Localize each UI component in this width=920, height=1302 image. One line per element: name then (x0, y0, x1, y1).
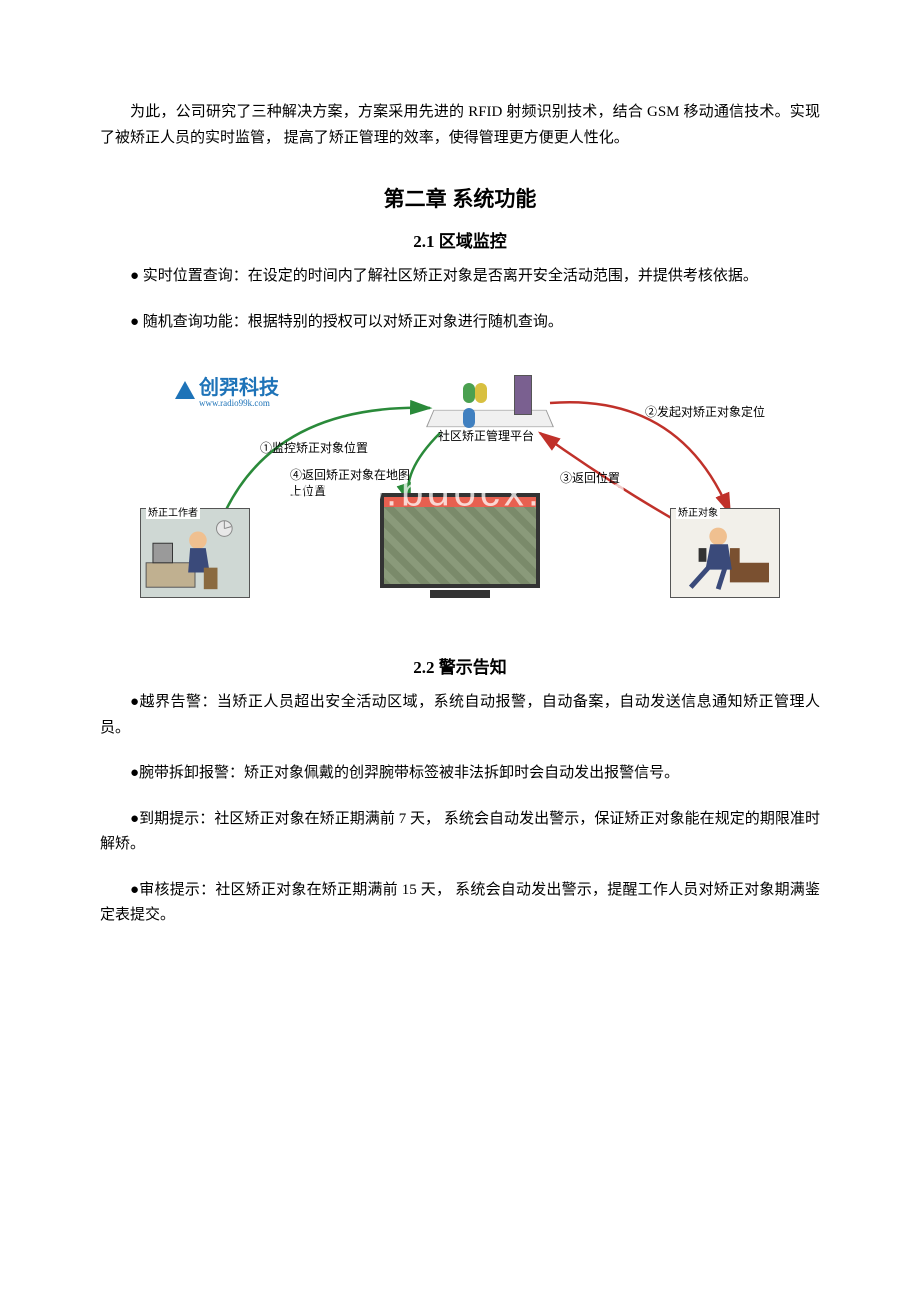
chapter-title: 第二章 系统功能 (100, 183, 820, 213)
monitor-map (370, 493, 550, 603)
worker-figure-icon (141, 509, 249, 597)
section-2-1-title: 2.1 区域监控 (100, 227, 820, 252)
scene-worker: 矫正工作者 (140, 508, 250, 598)
logo-text: 创羿科技 (199, 371, 279, 400)
server-tower-icon (514, 375, 532, 415)
bullet-2-1-0: ● 实时位置查询：在设定的时间内了解社区矫正对象是否离开安全活动范围，并提供考核… (100, 264, 820, 290)
logo-icon (175, 381, 195, 399)
scene-subject-label: 矫正对象 (676, 504, 720, 519)
server-platform (430, 373, 550, 433)
label-step3: ③返回位置 (560, 471, 620, 487)
subject-figure-icon (671, 509, 779, 597)
scene-subject: 矫正对象 (670, 508, 780, 598)
label-step2: ②发起对矫正对象定位 (645, 405, 765, 421)
intro-paragraph: 为此，公司研究了三种解决方案，方案采用先进的 RFID 射频识别技术，结合 GS… (100, 100, 820, 151)
bullet-2-1-1: ● 随机查询功能：根据特别的授权可以对矫正对象进行随机查询。 (100, 310, 820, 336)
logo: 创羿科技 www.radio99k.com (175, 371, 279, 408)
database-stack-icon (465, 383, 493, 411)
platform-label: 社区矫正管理平台 (438, 429, 534, 445)
scene-worker-label: 矫正工作者 (146, 504, 200, 519)
system-flow-diagram: 创羿科技 www.radio99k.com 社区矫正管理平台 ①监控矫正对象位置… (140, 363, 780, 623)
label-step1: ①监控矫正对象位置 (260, 441, 380, 457)
bullet-2-2-3: ●审核提示：社区矫正对象在矫正期满前 15 天， 系统会自动发出警示，提醒工作人… (100, 878, 820, 929)
server-base (426, 410, 554, 427)
section-2-2-title: 2.2 警示告知 (100, 653, 820, 678)
bullet-2-2-0: ●越界告警：当矫正人员超出安全活动区域，系统自动报警，自动备案，自动发送信息通知… (100, 690, 820, 741)
logo-url: www.radio99k.com (199, 398, 279, 408)
bullet-2-2-1: ●腕带拆卸报警：矫正对象佩戴的创羿腕带标签被非法拆卸时会自动发出报警信号。 (100, 761, 820, 787)
bullet-2-2-2: ●到期提示：社区矫正对象在矫正期满前 7 天， 系统会自动发出警示，保证矫正对象… (100, 807, 820, 858)
